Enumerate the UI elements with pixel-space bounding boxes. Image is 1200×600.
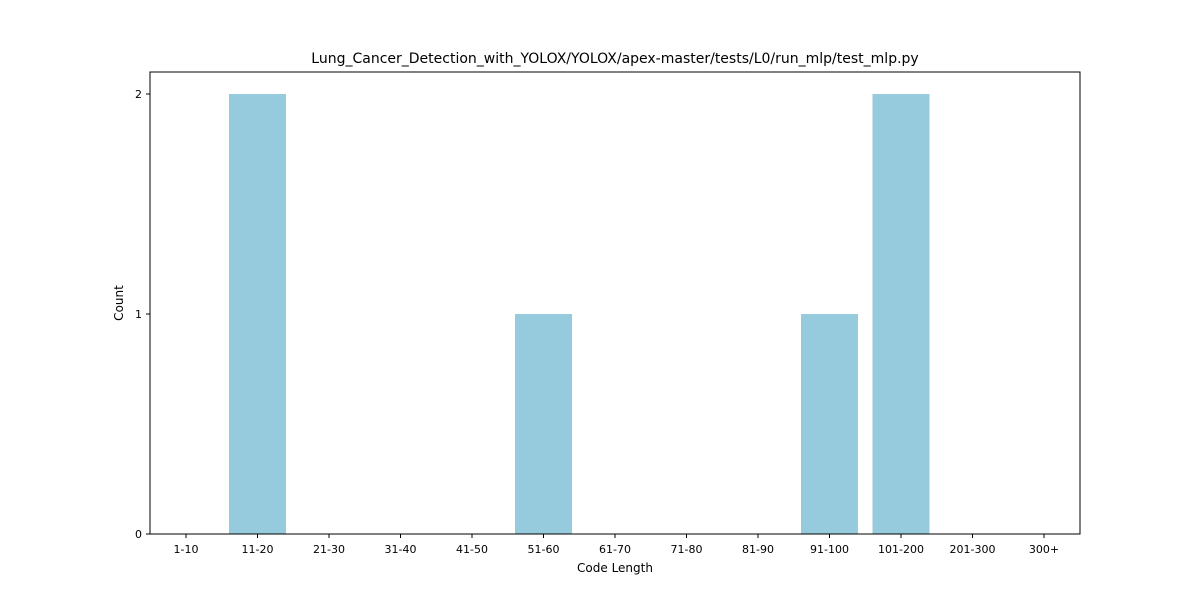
y-axis: 0 1 2 [135, 88, 150, 541]
x-tick-label: 81-90 [742, 543, 774, 556]
x-axis-label: Code Length [577, 561, 653, 575]
x-tick-label: 11-20 [242, 543, 274, 556]
y-tick-label: 1 [135, 308, 142, 321]
y-tick-label: 0 [135, 528, 142, 541]
x-tick-label: 21-30 [313, 543, 345, 556]
plot-area [229, 94, 930, 534]
x-tick-label: 300+ [1029, 543, 1059, 556]
x-tick-label: 61-70 [599, 543, 631, 556]
bar-51-60 [515, 314, 572, 534]
y-tick-label: 2 [135, 88, 142, 101]
x-tick-label: 201-300 [950, 543, 996, 556]
x-tick-label: 1-10 [174, 543, 199, 556]
x-tick-label: 101-200 [878, 543, 924, 556]
x-tick-label: 31-40 [385, 543, 417, 556]
x-tick-label: 41-50 [456, 543, 488, 556]
bar-101-200 [872, 94, 930, 534]
bar-91-100 [801, 314, 858, 534]
x-tick-label: 71-80 [671, 543, 703, 556]
x-tick-label: 91-100 [810, 543, 849, 556]
plot-frame [149, 71, 1081, 535]
bar-11-20 [229, 94, 286, 534]
chart-title: Lung_Cancer_Detection_with_YOLOX/YOLOX/a… [311, 51, 918, 67]
x-tick-label: 51-60 [528, 543, 560, 556]
x-axis: 1-10 11-20 21-30 31-40 41-50 51-60 61-70 71-80 8… [174, 534, 1059, 556]
y-axis-label: Count [112, 285, 126, 321]
